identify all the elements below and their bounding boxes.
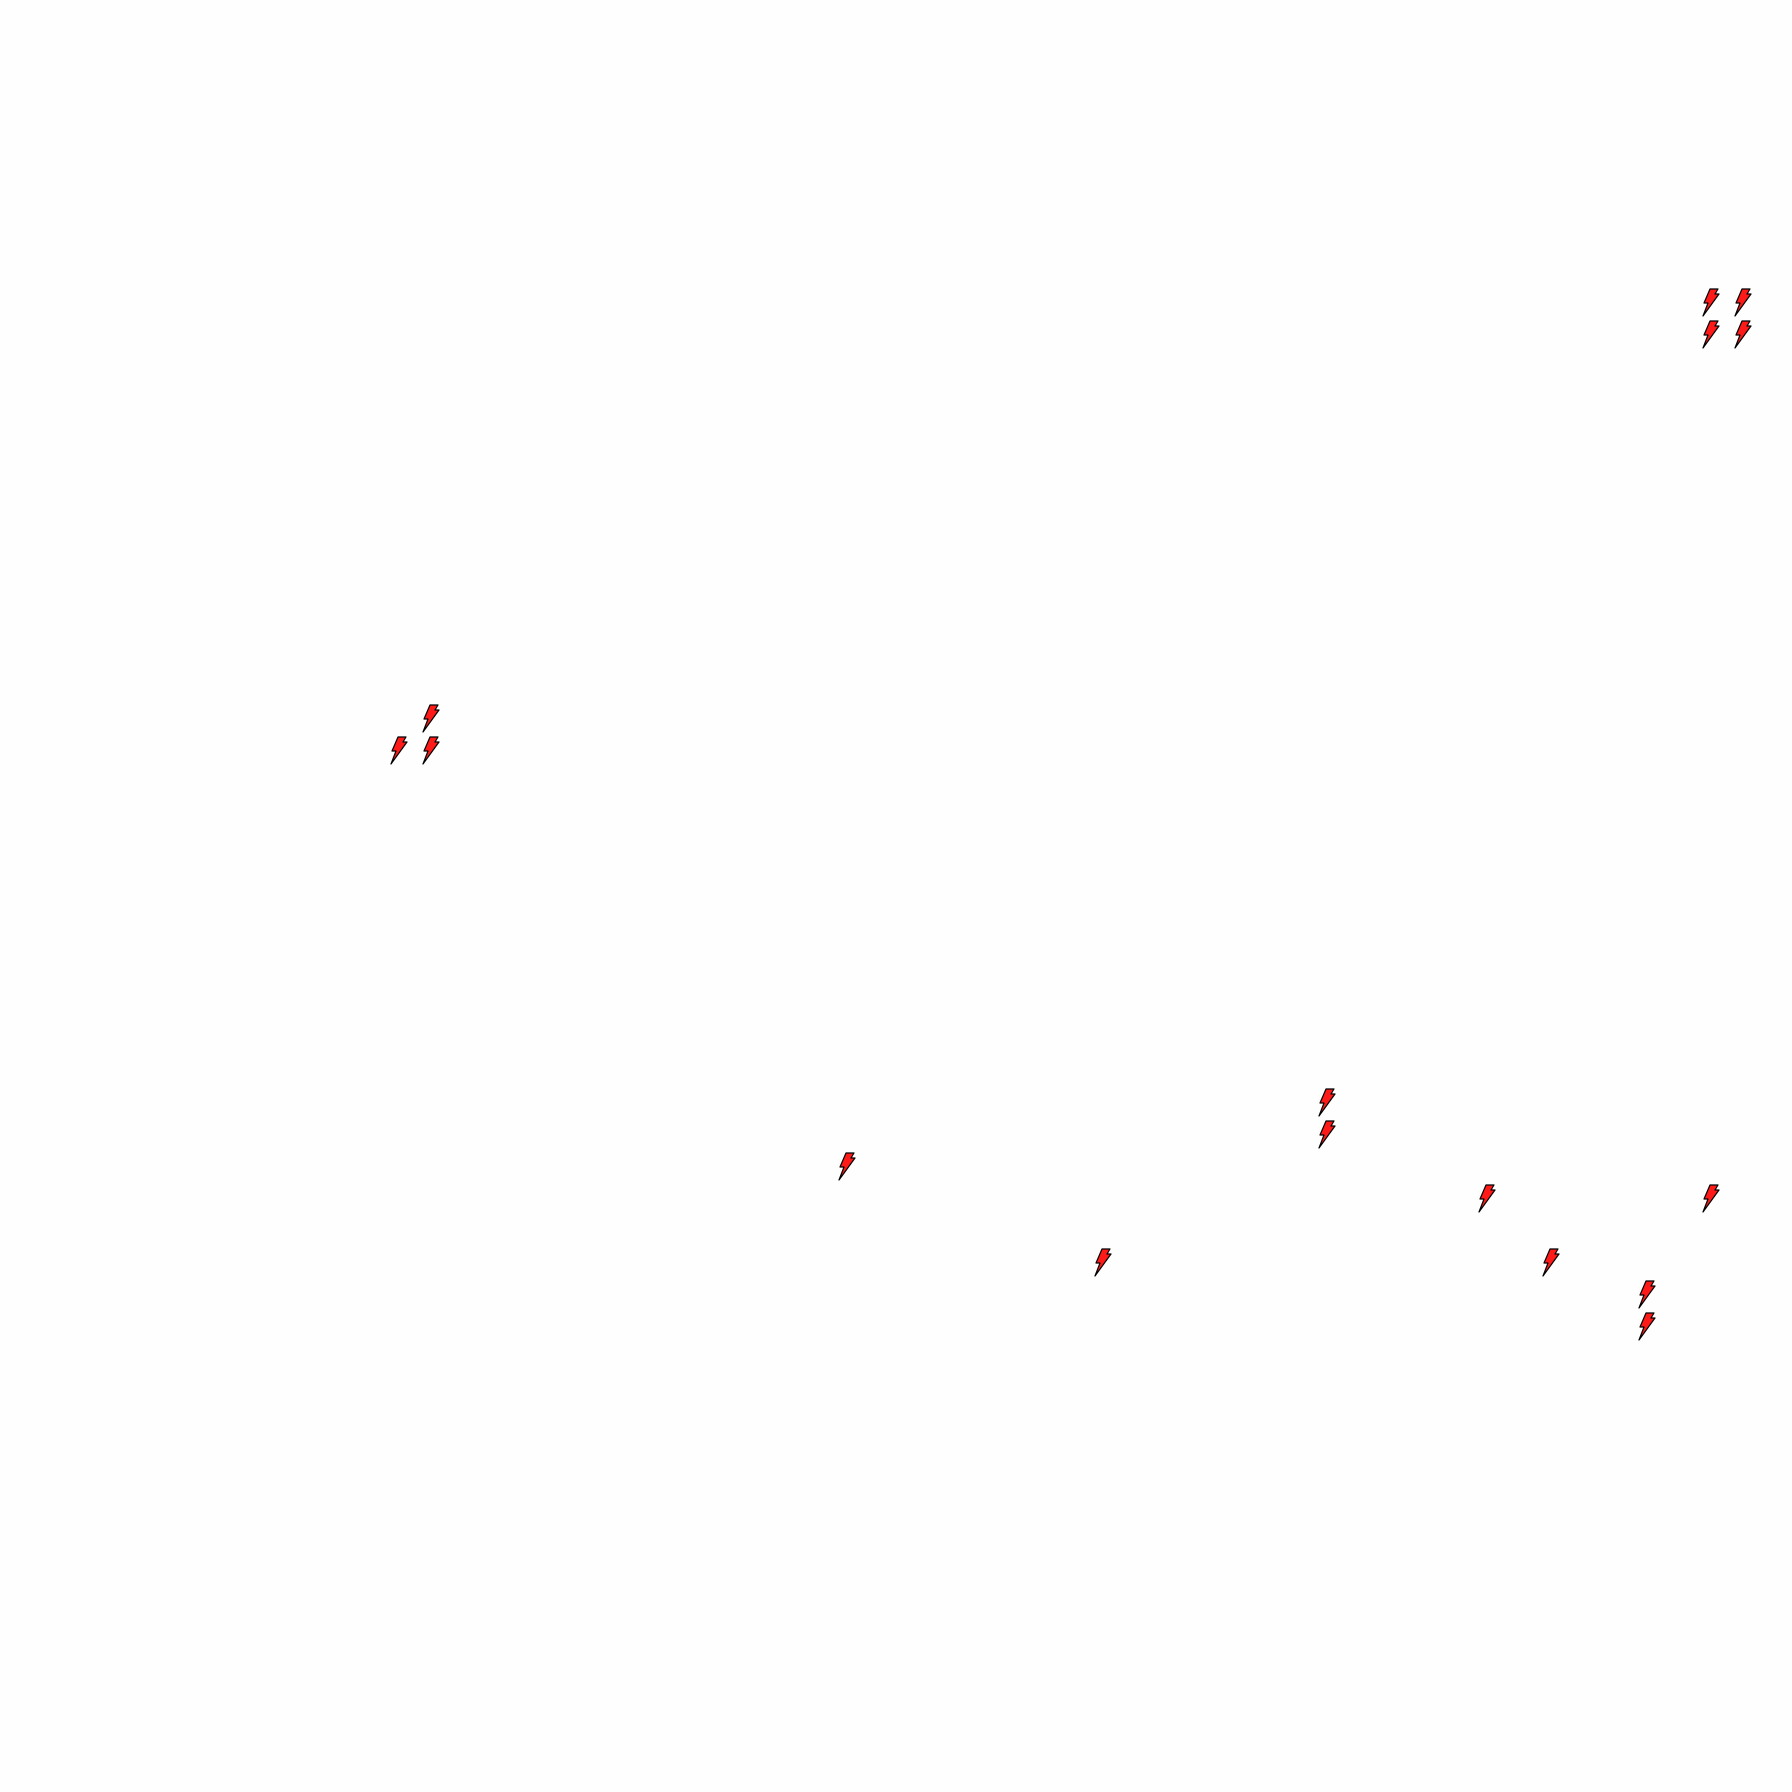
lightning-bolt-icon xyxy=(1637,1280,1657,1310)
lightning-bolt-icon xyxy=(421,704,441,734)
lightning-bolt-icon xyxy=(1701,1184,1721,1214)
lightning-bolt-icon xyxy=(1477,1184,1497,1214)
lightning-bolt-icon xyxy=(1317,1120,1337,1150)
lightning-bolt-icon xyxy=(1317,1088,1337,1118)
lightning-bolt-icon xyxy=(1637,1312,1657,1342)
lightning-bolt-icon xyxy=(1701,288,1721,318)
lightning-bolt-icon xyxy=(1093,1248,1113,1278)
lightning-bolt-icon xyxy=(837,1152,857,1182)
lightning-bolt-icon xyxy=(1733,320,1753,350)
lightning-bolt-icon xyxy=(1733,288,1753,318)
lightning-bolt-icon xyxy=(389,736,409,766)
lightning-bolt-icon xyxy=(1541,1248,1561,1278)
lightning-bolt-icon xyxy=(421,736,441,766)
lightning-bolt-icon xyxy=(1701,320,1721,350)
